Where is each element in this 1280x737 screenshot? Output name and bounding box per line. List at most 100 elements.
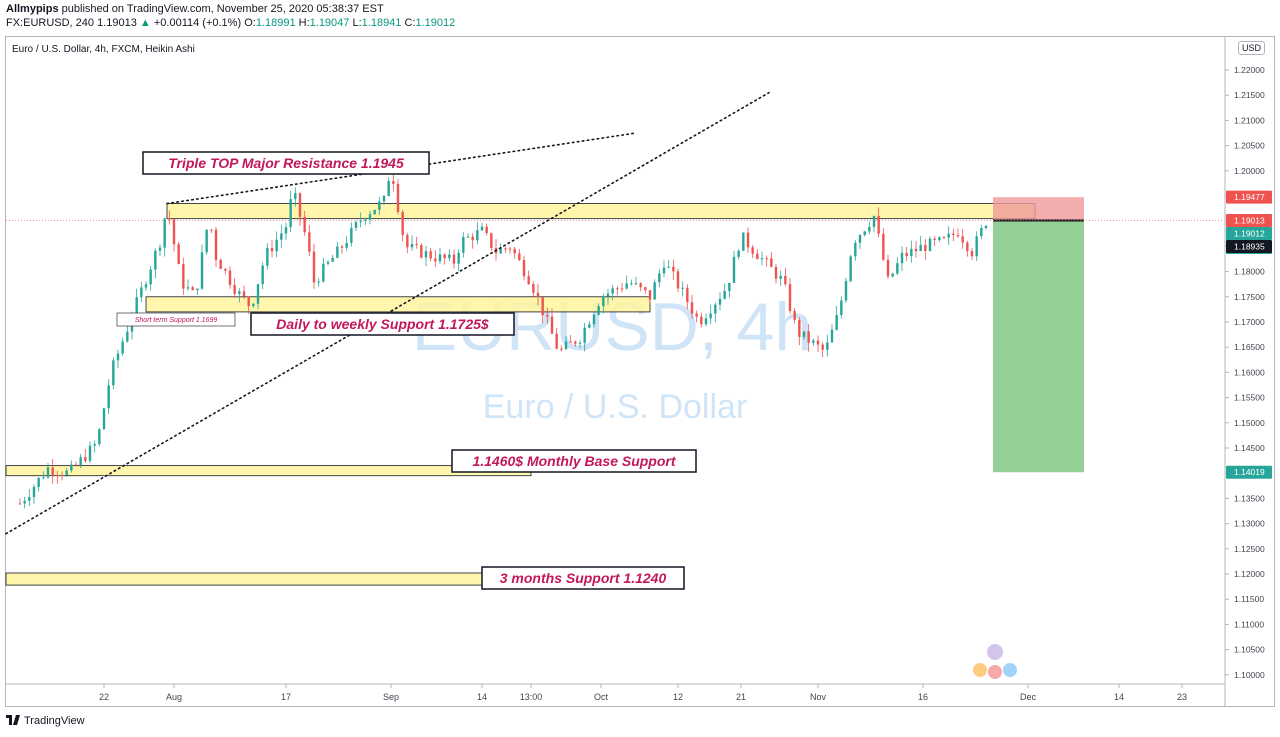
candle-body bbox=[490, 233, 493, 248]
candle-body bbox=[354, 222, 358, 228]
target-price-label: 1.14019 bbox=[1226, 465, 1272, 479]
candle-body bbox=[672, 266, 675, 272]
price-tick-label: 1.21500 bbox=[1234, 90, 1265, 100]
price-tick-label: 1.15500 bbox=[1234, 393, 1265, 403]
tradingview-footer[interactable]: TradingView bbox=[6, 715, 85, 727]
candle-body bbox=[434, 258, 437, 262]
annotation-triple-top-box[interactable] bbox=[142, 151, 430, 175]
time-tick-label: Aug bbox=[166, 692, 182, 702]
candle-body bbox=[28, 496, 31, 501]
take-profit-area[interactable] bbox=[993, 220, 1084, 473]
support-zone-1725[interactable] bbox=[145, 296, 651, 313]
candle-body bbox=[326, 261, 330, 264]
candle-body bbox=[854, 242, 857, 257]
candle-body bbox=[37, 477, 40, 487]
candle-body bbox=[718, 298, 722, 305]
candle-body bbox=[331, 257, 334, 262]
stop-price-label-text: 1.19477 bbox=[1234, 192, 1265, 202]
candle-body bbox=[238, 291, 241, 295]
price-tick-label: 1.13500 bbox=[1234, 493, 1265, 503]
candle-body bbox=[368, 214, 372, 220]
candle-body bbox=[247, 296, 250, 307]
candle-body bbox=[359, 220, 362, 223]
price-axis[interactable]: 1.220001.215001.210001.205001.200001.195… bbox=[1225, 65, 1265, 680]
candle-body bbox=[518, 253, 521, 261]
resistance-zone[interactable] bbox=[166, 203, 1036, 220]
candle-body bbox=[158, 247, 162, 251]
annotation-3-months-box[interactable] bbox=[481, 566, 685, 590]
price-tick-label: 1.11500 bbox=[1234, 594, 1264, 604]
time-axis[interactable]: 22 Aug 17 Sep 14 13:00 Oct 12 21 Nov 16 Dec 14 23 bbox=[99, 684, 1187, 702]
candle-body bbox=[144, 284, 148, 288]
candle-body bbox=[172, 219, 176, 245]
candle-body bbox=[793, 310, 796, 320]
candle-body bbox=[798, 319, 801, 337]
watermark-description: Euro / U.S. Dollar bbox=[483, 388, 748, 426]
candle-body bbox=[816, 340, 820, 345]
publish-line: Allmypips published on TradingView.com, … bbox=[6, 3, 384, 15]
annotation-triple-top[interactable]: Triple TOP Major Resistance 1.1945 bbox=[142, 151, 430, 175]
target-price-label-text: 1.14019 bbox=[1234, 467, 1265, 477]
candle-body bbox=[639, 283, 642, 288]
candle-body bbox=[844, 281, 848, 301]
short-position-tool[interactable] bbox=[6, 197, 1224, 473]
candle-body bbox=[961, 236, 964, 243]
annotation-monthly-base-text: 1.1460$ Monthly Base Support bbox=[472, 453, 676, 469]
candle-body bbox=[303, 216, 306, 233]
annotation-3-months[interactable]: 3 months Support 1.1240 bbox=[481, 566, 685, 590]
low-value: 1.18941 bbox=[361, 17, 402, 29]
price-tick-label: 1.10500 bbox=[1234, 645, 1265, 655]
annotation-daily-weekly[interactable]: Daily to weekly Support 1.1725$ bbox=[250, 312, 515, 336]
candle-body bbox=[784, 275, 787, 285]
crosshair-price-label: 1.18935 bbox=[1226, 239, 1272, 253]
annotation-daily-weekly-box[interactable] bbox=[250, 312, 515, 336]
candle-body bbox=[835, 315, 838, 330]
candle-body bbox=[966, 242, 969, 251]
candle-body bbox=[872, 216, 876, 227]
price-tick-label: 1.14500 bbox=[1234, 443, 1265, 453]
candle-body bbox=[18, 503, 22, 505]
candle-body bbox=[676, 271, 680, 289]
events-icon[interactable] bbox=[973, 644, 1017, 679]
currency-button[interactable]: USD bbox=[1238, 41, 1266, 55]
candle-body bbox=[868, 226, 871, 232]
candle-body bbox=[242, 291, 246, 297]
candle-body bbox=[574, 341, 577, 344]
target-price-label-bg bbox=[1226, 465, 1272, 479]
candle-body bbox=[956, 235, 960, 237]
candle-body bbox=[667, 266, 670, 268]
annotation-short-term[interactable]: Short term Support 1.1699 bbox=[116, 312, 236, 327]
candle-body bbox=[289, 199, 292, 228]
time-tick-label: 12 bbox=[673, 692, 683, 702]
candle-body bbox=[340, 246, 344, 248]
candle-body bbox=[891, 273, 894, 277]
last-price-label-text: 1.19012 bbox=[1234, 229, 1265, 239]
up-arrow-icon: ▲ bbox=[139, 17, 151, 29]
candle-body bbox=[298, 193, 302, 217]
candle-body bbox=[457, 252, 460, 264]
candle-body bbox=[499, 248, 502, 254]
annotation-short-term-box[interactable] bbox=[116, 312, 236, 327]
author-name[interactable]: Allmypips bbox=[6, 3, 59, 15]
candle-body bbox=[662, 267, 666, 274]
annotation-monthly-base[interactable]: 1.1460$ Monthly Base Support bbox=[451, 449, 697, 473]
candle-body bbox=[56, 474, 59, 476]
candle-body bbox=[742, 232, 745, 251]
annotation-monthly-base-box[interactable] bbox=[451, 449, 697, 473]
candle-body bbox=[420, 244, 423, 258]
candle-body bbox=[177, 244, 180, 265]
ticker: FX:EURUSD, 240 bbox=[6, 17, 95, 29]
symbol-description: Euro / U.S. Dollar, 4h, FXCM, Heikin Ash… bbox=[12, 44, 195, 55]
stop-loss-area[interactable] bbox=[993, 197, 1084, 221]
candle-body bbox=[504, 248, 507, 250]
candle-body bbox=[364, 219, 367, 221]
candle-body bbox=[308, 232, 311, 252]
candle-body bbox=[382, 195, 386, 202]
candle-body bbox=[116, 353, 120, 361]
candle-body bbox=[424, 251, 428, 258]
candle-body bbox=[266, 248, 269, 266]
time-tick-label: 23 bbox=[1177, 692, 1187, 702]
candle-body bbox=[709, 313, 712, 319]
candle-body bbox=[774, 266, 778, 279]
